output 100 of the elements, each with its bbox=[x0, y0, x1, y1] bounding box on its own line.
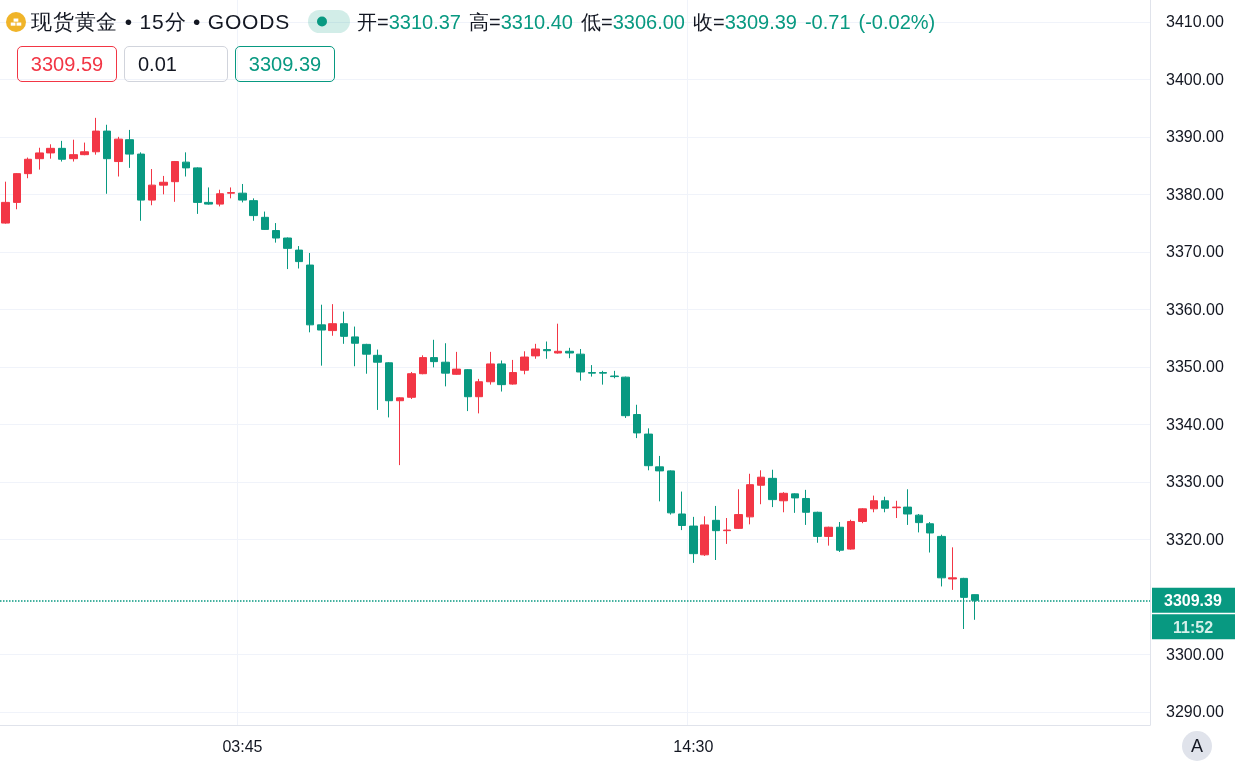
candlestick bbox=[430, 339, 438, 368]
candlestick bbox=[892, 500, 901, 519]
candlestick bbox=[858, 507, 867, 524]
candlestick bbox=[588, 364, 596, 378]
text: 现货黄金 • 15分 • GOODS bbox=[31, 9, 290, 34]
y-tick-label: 3340.00 bbox=[1166, 415, 1224, 433]
candlestick bbox=[757, 469, 765, 505]
candlestick bbox=[295, 245, 303, 269]
candlestick bbox=[678, 491, 686, 531]
candlestick bbox=[227, 186, 235, 199]
y-tick-label: 3380.00 bbox=[1166, 185, 1224, 203]
candlestick bbox=[712, 505, 720, 561]
candlestick bbox=[723, 517, 731, 545]
candlestick bbox=[171, 160, 179, 203]
candlestick bbox=[114, 136, 123, 178]
candlestick bbox=[249, 197, 258, 222]
candlestick bbox=[824, 526, 833, 547]
candlestick bbox=[373, 349, 382, 411]
x-tick-label: 03:45 bbox=[222, 737, 263, 755]
candlestick bbox=[13, 172, 21, 210]
candlestick bbox=[159, 175, 168, 195]
y-tick-label: 3410.00 bbox=[1166, 13, 1224, 31]
candlestick bbox=[610, 370, 619, 379]
candlestick bbox=[948, 546, 957, 591]
text: 开=3310.37 高=3310.40 低=3306.00 收=3309.39 -0.71 (-0.02%) bbox=[357, 11, 936, 33]
candlestick bbox=[340, 311, 348, 345]
candlestick bbox=[283, 236, 292, 270]
candlestick bbox=[46, 143, 55, 160]
candlestick bbox=[216, 189, 224, 207]
candlestick bbox=[937, 534, 946, 587]
candlestick bbox=[317, 304, 326, 367]
candlestick bbox=[565, 347, 574, 359]
candlestick bbox=[328, 303, 337, 337]
y-tick-label: 3360.00 bbox=[1166, 300, 1224, 318]
candlestick bbox=[69, 139, 78, 163]
candlestick bbox=[554, 323, 562, 355]
candlestick bbox=[452, 351, 461, 376]
candlestick bbox=[306, 252, 314, 333]
candlestick bbox=[903, 488, 912, 526]
candlestick bbox=[520, 350, 529, 375]
candlestick bbox=[475, 378, 483, 414]
candlestick bbox=[125, 129, 134, 169]
candlestick bbox=[531, 343, 540, 360]
candlestick bbox=[700, 515, 709, 557]
candlestick bbox=[261, 211, 269, 231]
candlestick bbox=[734, 488, 743, 530]
candlestick bbox=[881, 496, 889, 513]
candlestick bbox=[779, 491, 788, 513]
text: 11:52 bbox=[1172, 618, 1214, 636]
candlestick bbox=[182, 151, 190, 178]
x-tick-label: 14:30 bbox=[673, 737, 714, 755]
candlestick bbox=[193, 166, 202, 215]
candlestick bbox=[137, 151, 145, 222]
candlestick bbox=[204, 186, 213, 206]
candlestick bbox=[689, 516, 698, 564]
candlestick bbox=[35, 147, 44, 171]
y-tick-label: 3300.00 bbox=[1166, 645, 1224, 663]
candlestick bbox=[407, 371, 416, 400]
candlestick bbox=[746, 473, 754, 525]
candlestick bbox=[486, 351, 495, 386]
candlestick bbox=[813, 511, 822, 544]
candlestick bbox=[396, 396, 404, 466]
text: A bbox=[1182, 731, 1212, 761]
y-tick-label: 3390.00 bbox=[1166, 128, 1224, 146]
input-field: 0.01 bbox=[124, 46, 228, 82]
candlestick bbox=[870, 495, 878, 513]
candlestick bbox=[791, 492, 799, 514]
candlestick bbox=[543, 341, 551, 360]
candlestick bbox=[92, 117, 100, 156]
candlestick bbox=[80, 142, 89, 156]
candlestick bbox=[58, 140, 66, 163]
candlestick bbox=[1, 181, 10, 225]
candlestick bbox=[655, 455, 664, 502]
candlestick bbox=[272, 222, 280, 244]
candlestick bbox=[497, 359, 506, 393]
candlestick bbox=[802, 489, 810, 526]
candlestick bbox=[509, 359, 517, 386]
candlestick bbox=[667, 469, 675, 516]
y-tick-label: 3330.00 bbox=[1166, 473, 1224, 491]
candlestick bbox=[419, 354, 427, 375]
candlestick bbox=[926, 521, 934, 554]
candlestick bbox=[644, 427, 653, 471]
candlestick bbox=[464, 368, 472, 412]
candlestick bbox=[148, 168, 156, 206]
candlestick bbox=[362, 343, 371, 375]
y-tick-label: 3370.00 bbox=[1166, 243, 1224, 261]
y-tick-label: 3400.00 bbox=[1166, 70, 1224, 88]
annotation: 3309.39 bbox=[235, 46, 335, 82]
candlestick bbox=[238, 183, 247, 203]
candlestick bbox=[24, 157, 32, 179]
ref-line-label: 3309.39 bbox=[1164, 591, 1222, 609]
candlestick bbox=[836, 521, 844, 553]
candlestick bbox=[351, 326, 359, 367]
candlestick bbox=[576, 348, 585, 382]
candlestick bbox=[385, 361, 393, 418]
y-tick-label: 3350.00 bbox=[1166, 358, 1224, 376]
candlestick bbox=[441, 342, 450, 387]
candlestick bbox=[847, 519, 855, 551]
candlestick bbox=[915, 513, 923, 533]
candlestick bbox=[103, 124, 111, 195]
